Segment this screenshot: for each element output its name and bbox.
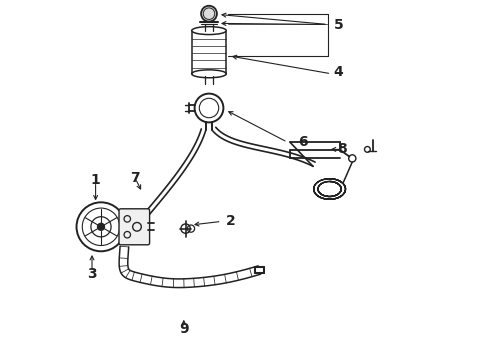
Circle shape: [98, 223, 104, 230]
Text: 6: 6: [298, 135, 307, 149]
Text: 7: 7: [130, 171, 140, 185]
Text: 8: 8: [337, 143, 347, 156]
Text: 3: 3: [87, 267, 97, 280]
Text: 1: 1: [91, 173, 100, 187]
FancyBboxPatch shape: [119, 209, 149, 245]
Text: 5: 5: [334, 18, 343, 32]
Text: 4: 4: [334, 65, 343, 79]
Circle shape: [201, 6, 217, 22]
Text: 9: 9: [179, 323, 189, 336]
Text: 2: 2: [226, 215, 236, 228]
